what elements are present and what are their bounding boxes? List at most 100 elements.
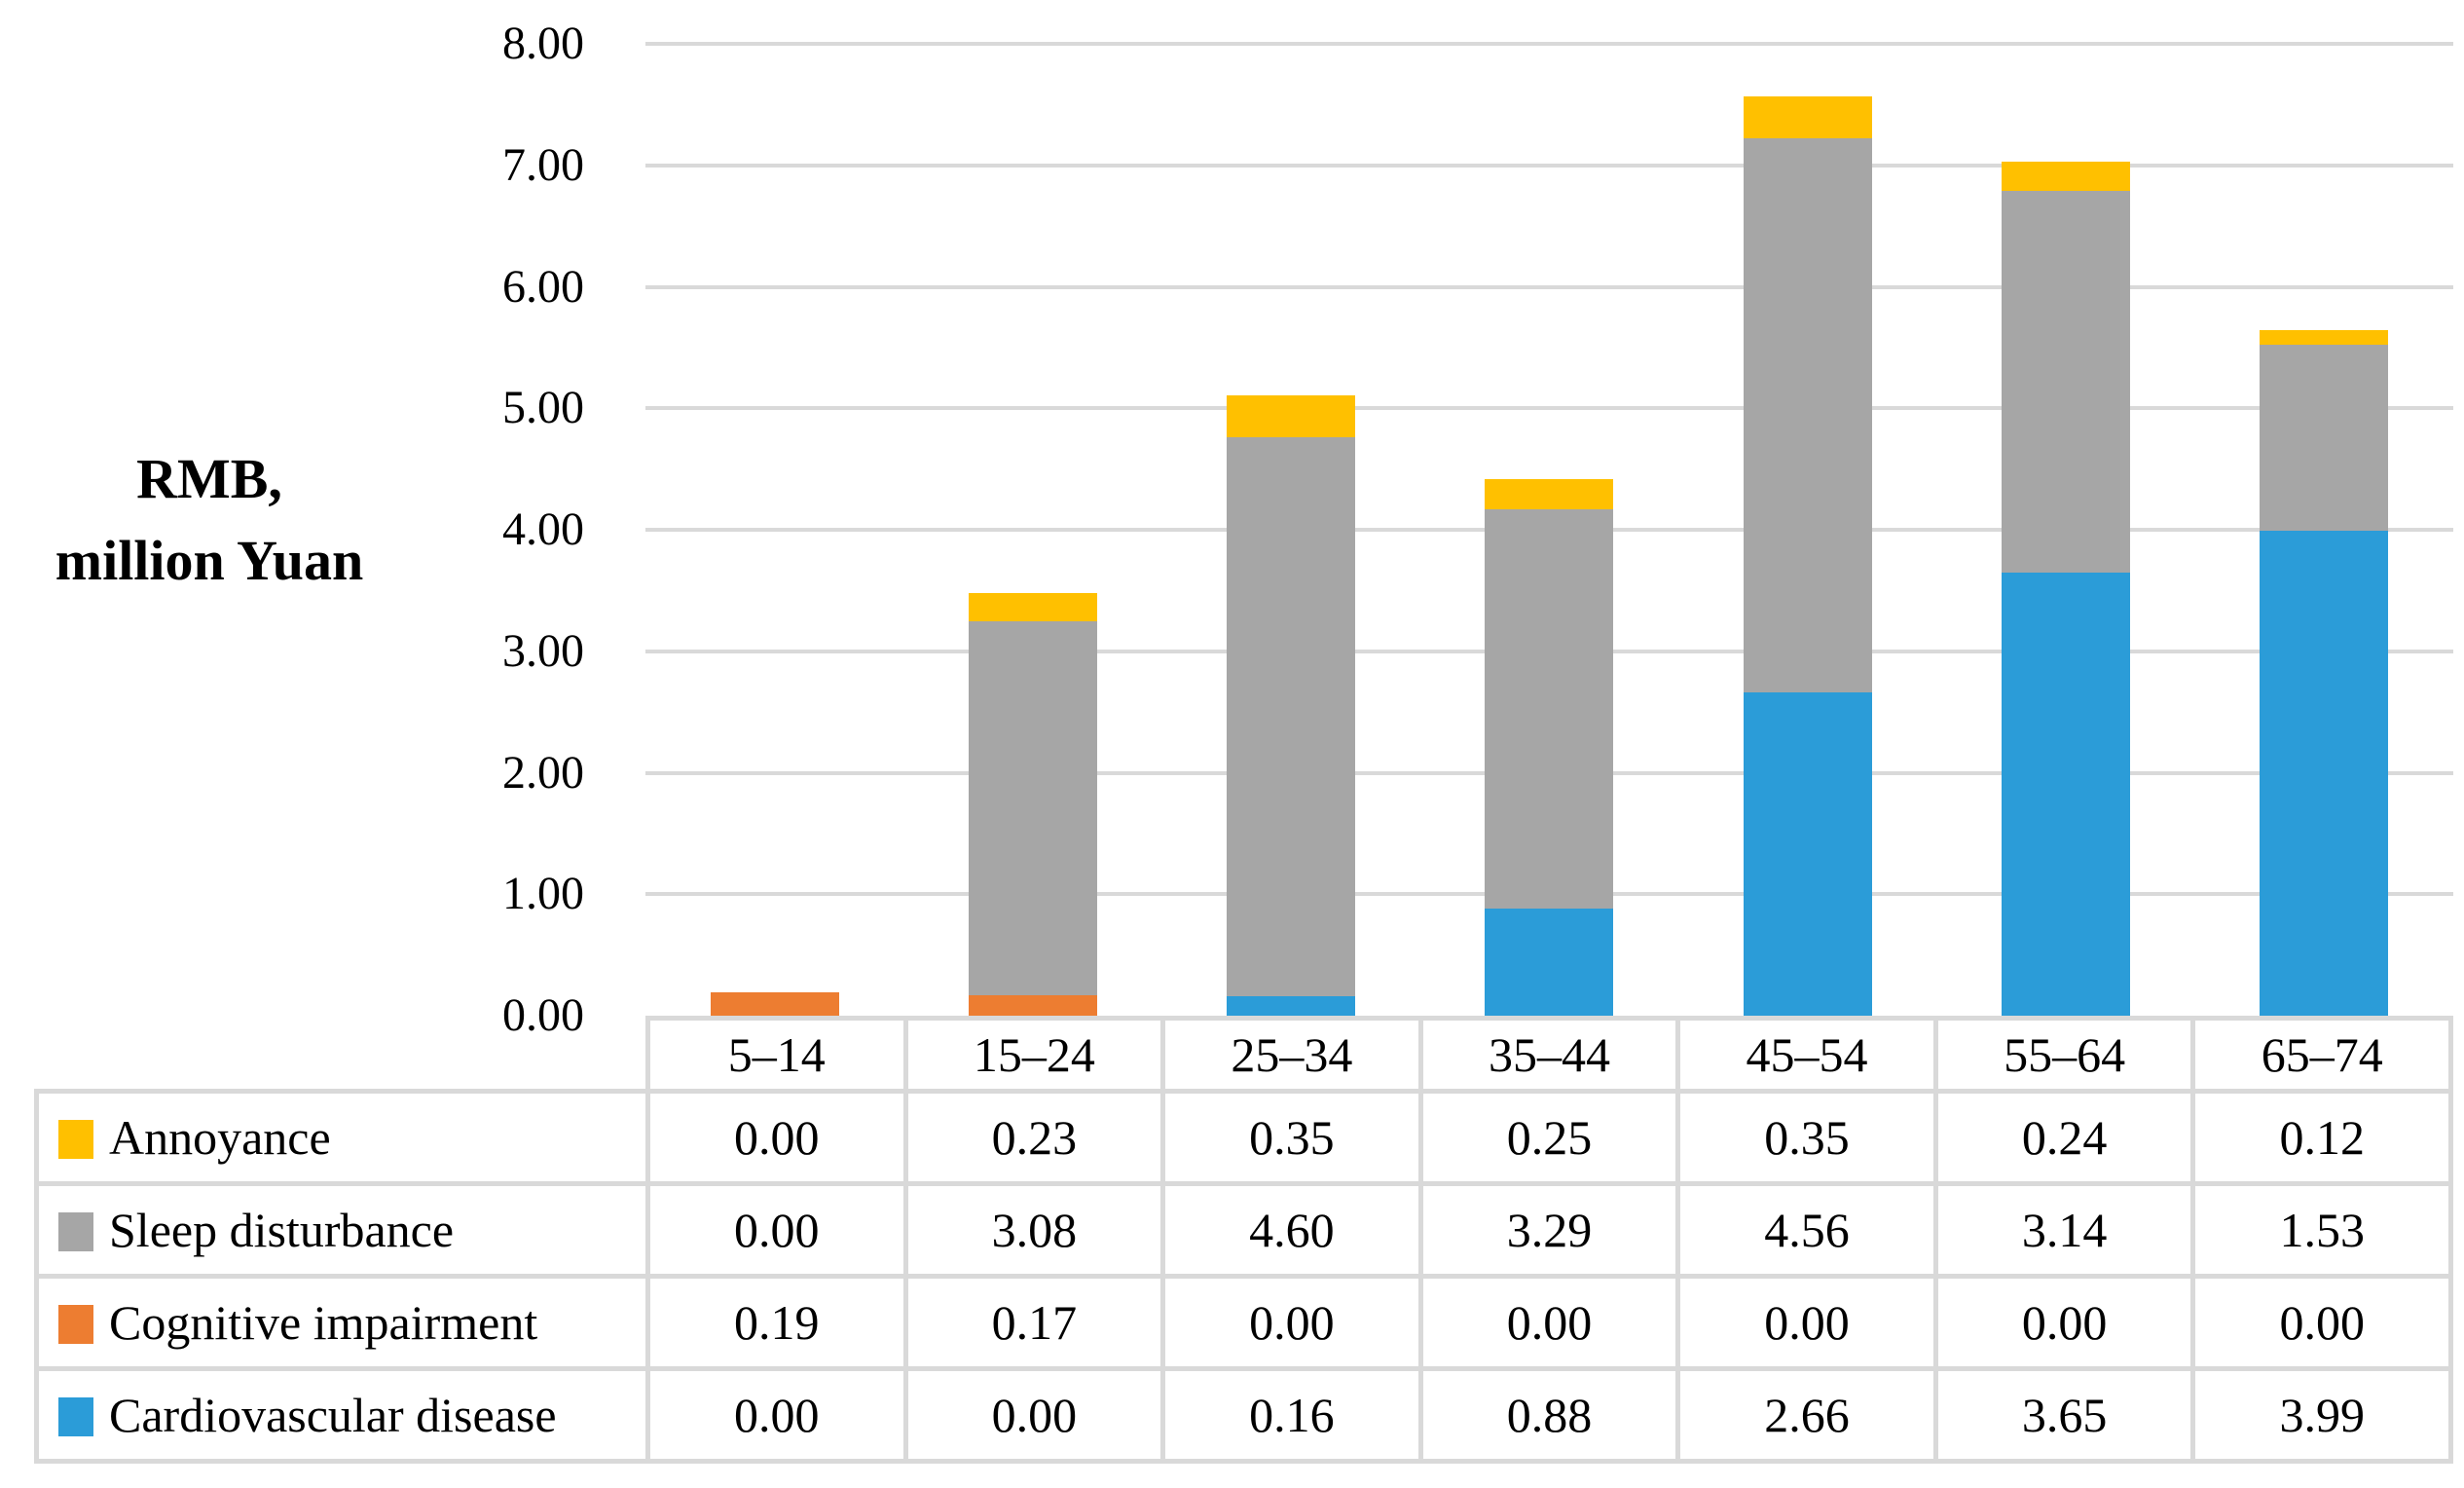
gridline (645, 406, 2453, 411)
category-header-cell: 35–44 (1417, 1016, 1681, 1094)
y-tick-label: 5.00 (502, 382, 584, 434)
category-header-cell: 45–54 (1675, 1016, 1938, 1094)
y-tick-label: 4.00 (502, 503, 584, 555)
legend-label: Sleep disturbance (109, 1203, 455, 1257)
bar-segment (1227, 996, 1356, 1016)
bar-segment (1485, 478, 1614, 509)
bar-segment (2002, 190, 2131, 573)
value-cell: 2.66 (1675, 1366, 1938, 1464)
legend-cell: Sleep disturbance (34, 1181, 650, 1279)
y-axis-title-line1: RMB, (136, 447, 282, 510)
bar-segment (1743, 692, 1872, 1016)
gridline (645, 42, 2453, 46)
legend-swatch-icon (58, 1304, 93, 1344)
stacked-bar-65–74 (2260, 44, 2389, 1016)
y-tick-label: 2.00 (502, 746, 584, 799)
category-header-cell: 5–14 (645, 1016, 908, 1094)
y-tick-label: 7.00 (502, 138, 584, 191)
table-blank-corner (37, 1019, 648, 1092)
bar-column (1162, 44, 1420, 1016)
value-cell: 3.99 (2190, 1366, 2453, 1464)
stacked-bar-15–24 (968, 44, 1097, 1016)
bar-column (1936, 44, 2194, 1016)
y-tick-label: 0.00 (502, 989, 584, 1041)
y-axis-tick-labels: 8.00 7.00 6.00 5.00 4.00 3.00 2.00 1.00 0.00 (360, 18, 584, 1041)
bar-segment (2002, 572, 2131, 1016)
bar-column (1678, 44, 1936, 1016)
bar-segment (1485, 909, 1614, 1016)
category-header-cell: 55–64 (1932, 1016, 2196, 1094)
y-tick-label: 6.00 (502, 260, 584, 313)
value-cell: 0.24 (1932, 1089, 2196, 1186)
value-cell: 0.00 (645, 1089, 908, 1186)
bar-column (903, 44, 1161, 1016)
legend-label: Annoyance (109, 1110, 331, 1165)
table-row: Sleep disturbance 0.00 3.08 4.60 3.29 4.56 3.1… (34, 1181, 2453, 1279)
value-cell: 3.14 (1932, 1181, 2196, 1279)
value-cell: 3.29 (1417, 1181, 1681, 1279)
table-row: Annoyance 0.00 0.23 0.35 0.25 0.35 0.24 0.12 (34, 1089, 2453, 1186)
plot-area (645, 42, 2453, 1016)
legend-cell: Annoyance (34, 1089, 650, 1186)
bar-segment (2002, 162, 2131, 191)
gridline (645, 284, 2453, 289)
bar-column (2195, 44, 2453, 1016)
value-cell: 0.35 (1160, 1089, 1423, 1186)
value-cell: 4.60 (1160, 1181, 1423, 1279)
bar-segment (968, 994, 1097, 1016)
legend-cell: Cardiovascular disease (34, 1366, 650, 1464)
y-tick-label: 3.00 (502, 624, 584, 677)
legend-label: Cognitive impairment (109, 1295, 538, 1350)
y-axis-title-line2: million Yuan (55, 529, 364, 593)
legend-cell: Cognitive impairment (34, 1274, 650, 1371)
value-cell: 0.17 (902, 1274, 1166, 1371)
bar-segment (968, 592, 1097, 621)
value-cell: 0.00 (645, 1366, 908, 1464)
value-cell: 0.19 (645, 1274, 908, 1371)
bar-segment (1485, 508, 1614, 910)
legend-swatch-icon (58, 1396, 93, 1436)
legend-swatch-icon (58, 1211, 93, 1251)
bar-segment (1743, 138, 1872, 693)
y-axis-title: RMB, million Yuan (10, 438, 409, 602)
table-header-row: 5–14 15–24 25–34 35–44 45–54 55–64 65–74 (37, 1016, 2453, 1094)
bar-segment (968, 620, 1097, 995)
value-cell: 0.35 (1675, 1089, 1938, 1186)
bar-column (645, 44, 903, 1016)
stacked-bar-35–44 (1485, 44, 1614, 1016)
value-cell: 0.00 (1417, 1274, 1681, 1371)
value-cell: 3.65 (1932, 1366, 2196, 1464)
bar-segment (1227, 437, 1356, 997)
value-cell: 3.08 (902, 1181, 1166, 1279)
data-table-legend: 5–14 15–24 25–34 35–44 45–54 55–64 65–74 Annoya… (34, 1016, 2453, 1464)
value-cell: 0.00 (645, 1181, 908, 1279)
y-tick-label: 1.00 (502, 868, 584, 920)
value-cell: 0.00 (902, 1366, 1166, 1464)
value-cell: 0.00 (2190, 1274, 2453, 1371)
value-cell: 1.53 (2190, 1181, 2453, 1279)
value-cell: 0.00 (1160, 1274, 1423, 1371)
bar-column (1420, 44, 1678, 1016)
bar-segment (1743, 95, 1872, 139)
value-cell: 0.12 (2190, 1089, 2453, 1186)
stacked-bar-55–64 (2002, 44, 2131, 1016)
value-cell: 0.25 (1417, 1089, 1681, 1186)
bar-segment (1227, 394, 1356, 438)
table-row: Cardiovascular disease 0.00 0.00 0.16 0.88 2.… (34, 1366, 2453, 1464)
stacked-bar-45–54 (1743, 44, 1872, 1016)
value-cell: 4.56 (1675, 1181, 1938, 1279)
stacked-bar-5–14 (710, 44, 839, 1016)
y-tick-label: 8.00 (502, 18, 584, 69)
stacked-bar-25–34 (1227, 44, 1356, 1016)
bar-segment (710, 992, 839, 1016)
table-row: Cognitive impairment 0.19 0.17 0.00 0.00 0.00… (34, 1274, 2453, 1371)
value-cell: 0.88 (1417, 1366, 1681, 1464)
gridline (645, 163, 2453, 167)
bar-segment (2260, 531, 2389, 1016)
bar-segment (2260, 345, 2389, 532)
category-header-cell: 65–74 (2190, 1016, 2453, 1094)
bar-segment (2260, 330, 2389, 346)
category-header-cell: 15–24 (902, 1016, 1166, 1094)
value-cell: 0.16 (1160, 1366, 1423, 1464)
